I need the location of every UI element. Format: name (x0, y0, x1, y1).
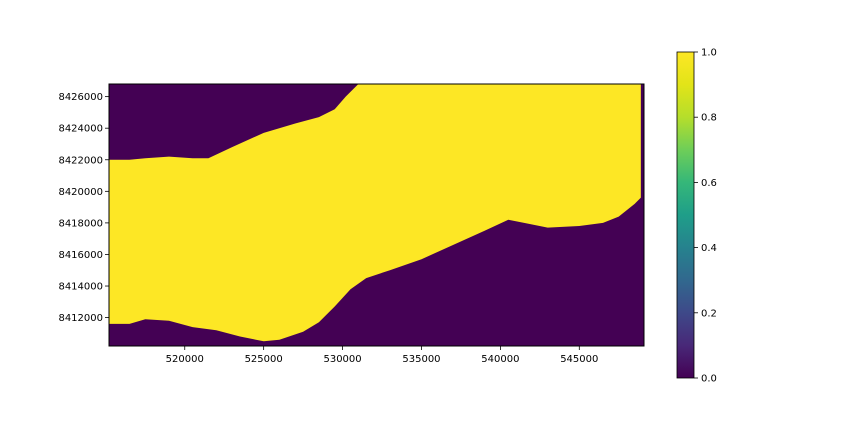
x-tick-label: 540000 (481, 354, 519, 365)
colorbar-ticks: 0.0 0.2 0.4 0.6 0.8 1.0 (694, 48, 717, 385)
plot-frame (108, 83, 645, 347)
y-tick-label: 8418000 (58, 218, 103, 229)
x-tick-label: 520000 (166, 354, 204, 365)
colorbar-tick-label: 0.6 (701, 178, 717, 189)
colorbar-tick-label: 1.0 (701, 48, 717, 59)
y-tick-label: 8412000 (58, 313, 103, 324)
colorbar-tick-label: 0.8 (701, 113, 717, 124)
y-tick-label: 8426000 (58, 92, 103, 103)
raster-high-value-region (109, 84, 644, 342)
y-axis: 8412000 8414000 8416000 8418000 8420000 84220… (58, 92, 109, 324)
raster-right-edge-strip (640, 84, 644, 198)
colorbar-tick-label: 0.2 (701, 308, 717, 319)
y-tick-label: 8416000 (58, 250, 103, 261)
y-tick-label: 8422000 (58, 155, 103, 166)
colorbar: 0.0 0.2 0.4 0.6 0.8 1.0 (676, 48, 717, 385)
y-tick-label: 8420000 (58, 187, 103, 198)
x-tick-label: 530000 (323, 354, 361, 365)
colorbar-gradient (676, 51, 695, 379)
colorbar-tick-label: 0.0 (701, 374, 717, 385)
x-tick-label: 525000 (245, 354, 283, 365)
y-tick-label: 8414000 (58, 282, 103, 293)
x-axis: 520000 525000 530000 535000 540000 545000 (166, 346, 598, 365)
x-tick-label: 545000 (560, 354, 598, 365)
y-tick-label: 8424000 (58, 124, 103, 135)
heatmap-plot-area (108, 83, 645, 347)
x-tick-label: 535000 (402, 354, 440, 365)
colorbar-tick-label: 0.4 (701, 243, 717, 254)
